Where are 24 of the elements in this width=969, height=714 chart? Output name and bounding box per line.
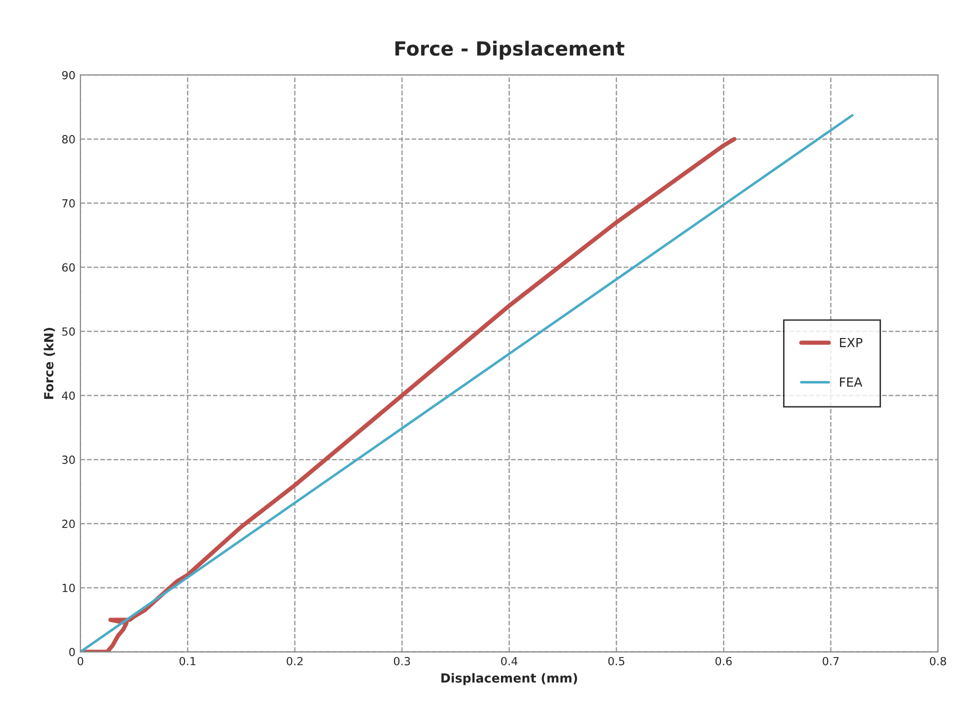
x-tick-label: 0.5 — [608, 656, 624, 666]
y-tick-label: 90 — [62, 70, 75, 80]
y-tick-label: 80 — [62, 135, 75, 144]
x-tick-label: 0.6 — [716, 656, 732, 666]
chart-title: Force - Dipslacement — [395, 40, 624, 60]
legend-label: EXP — [840, 338, 862, 348]
x-tick-label: 0.2 — [286, 656, 303, 666]
x-tick-label: 0.8 — [930, 656, 946, 666]
x-tick-label: 0 — [78, 656, 84, 666]
y-tick-label: 30 — [62, 456, 75, 464]
y-tick-label: 50 — [62, 327, 75, 336]
y-tick-label: 0 — [69, 648, 75, 656]
y-axis-title: Force (kN) — [44, 328, 55, 399]
x-tick-label: 0.4 — [501, 656, 518, 666]
y-tick-label: 60 — [62, 263, 75, 272]
x-tick-label: 0.7 — [822, 656, 839, 666]
x-axis-title: Displacement (mm) — [441, 673, 578, 686]
y-tick-label: 70 — [62, 199, 75, 208]
y-tick-label: 10 — [62, 584, 75, 592]
legend-label: FEA — [840, 378, 862, 387]
x-tick-label: 0.3 — [394, 656, 410, 666]
y-tick-label: 20 — [62, 520, 75, 528]
x-tick-label: 0.1 — [180, 656, 196, 666]
y-tick-label: 40 — [62, 391, 75, 400]
